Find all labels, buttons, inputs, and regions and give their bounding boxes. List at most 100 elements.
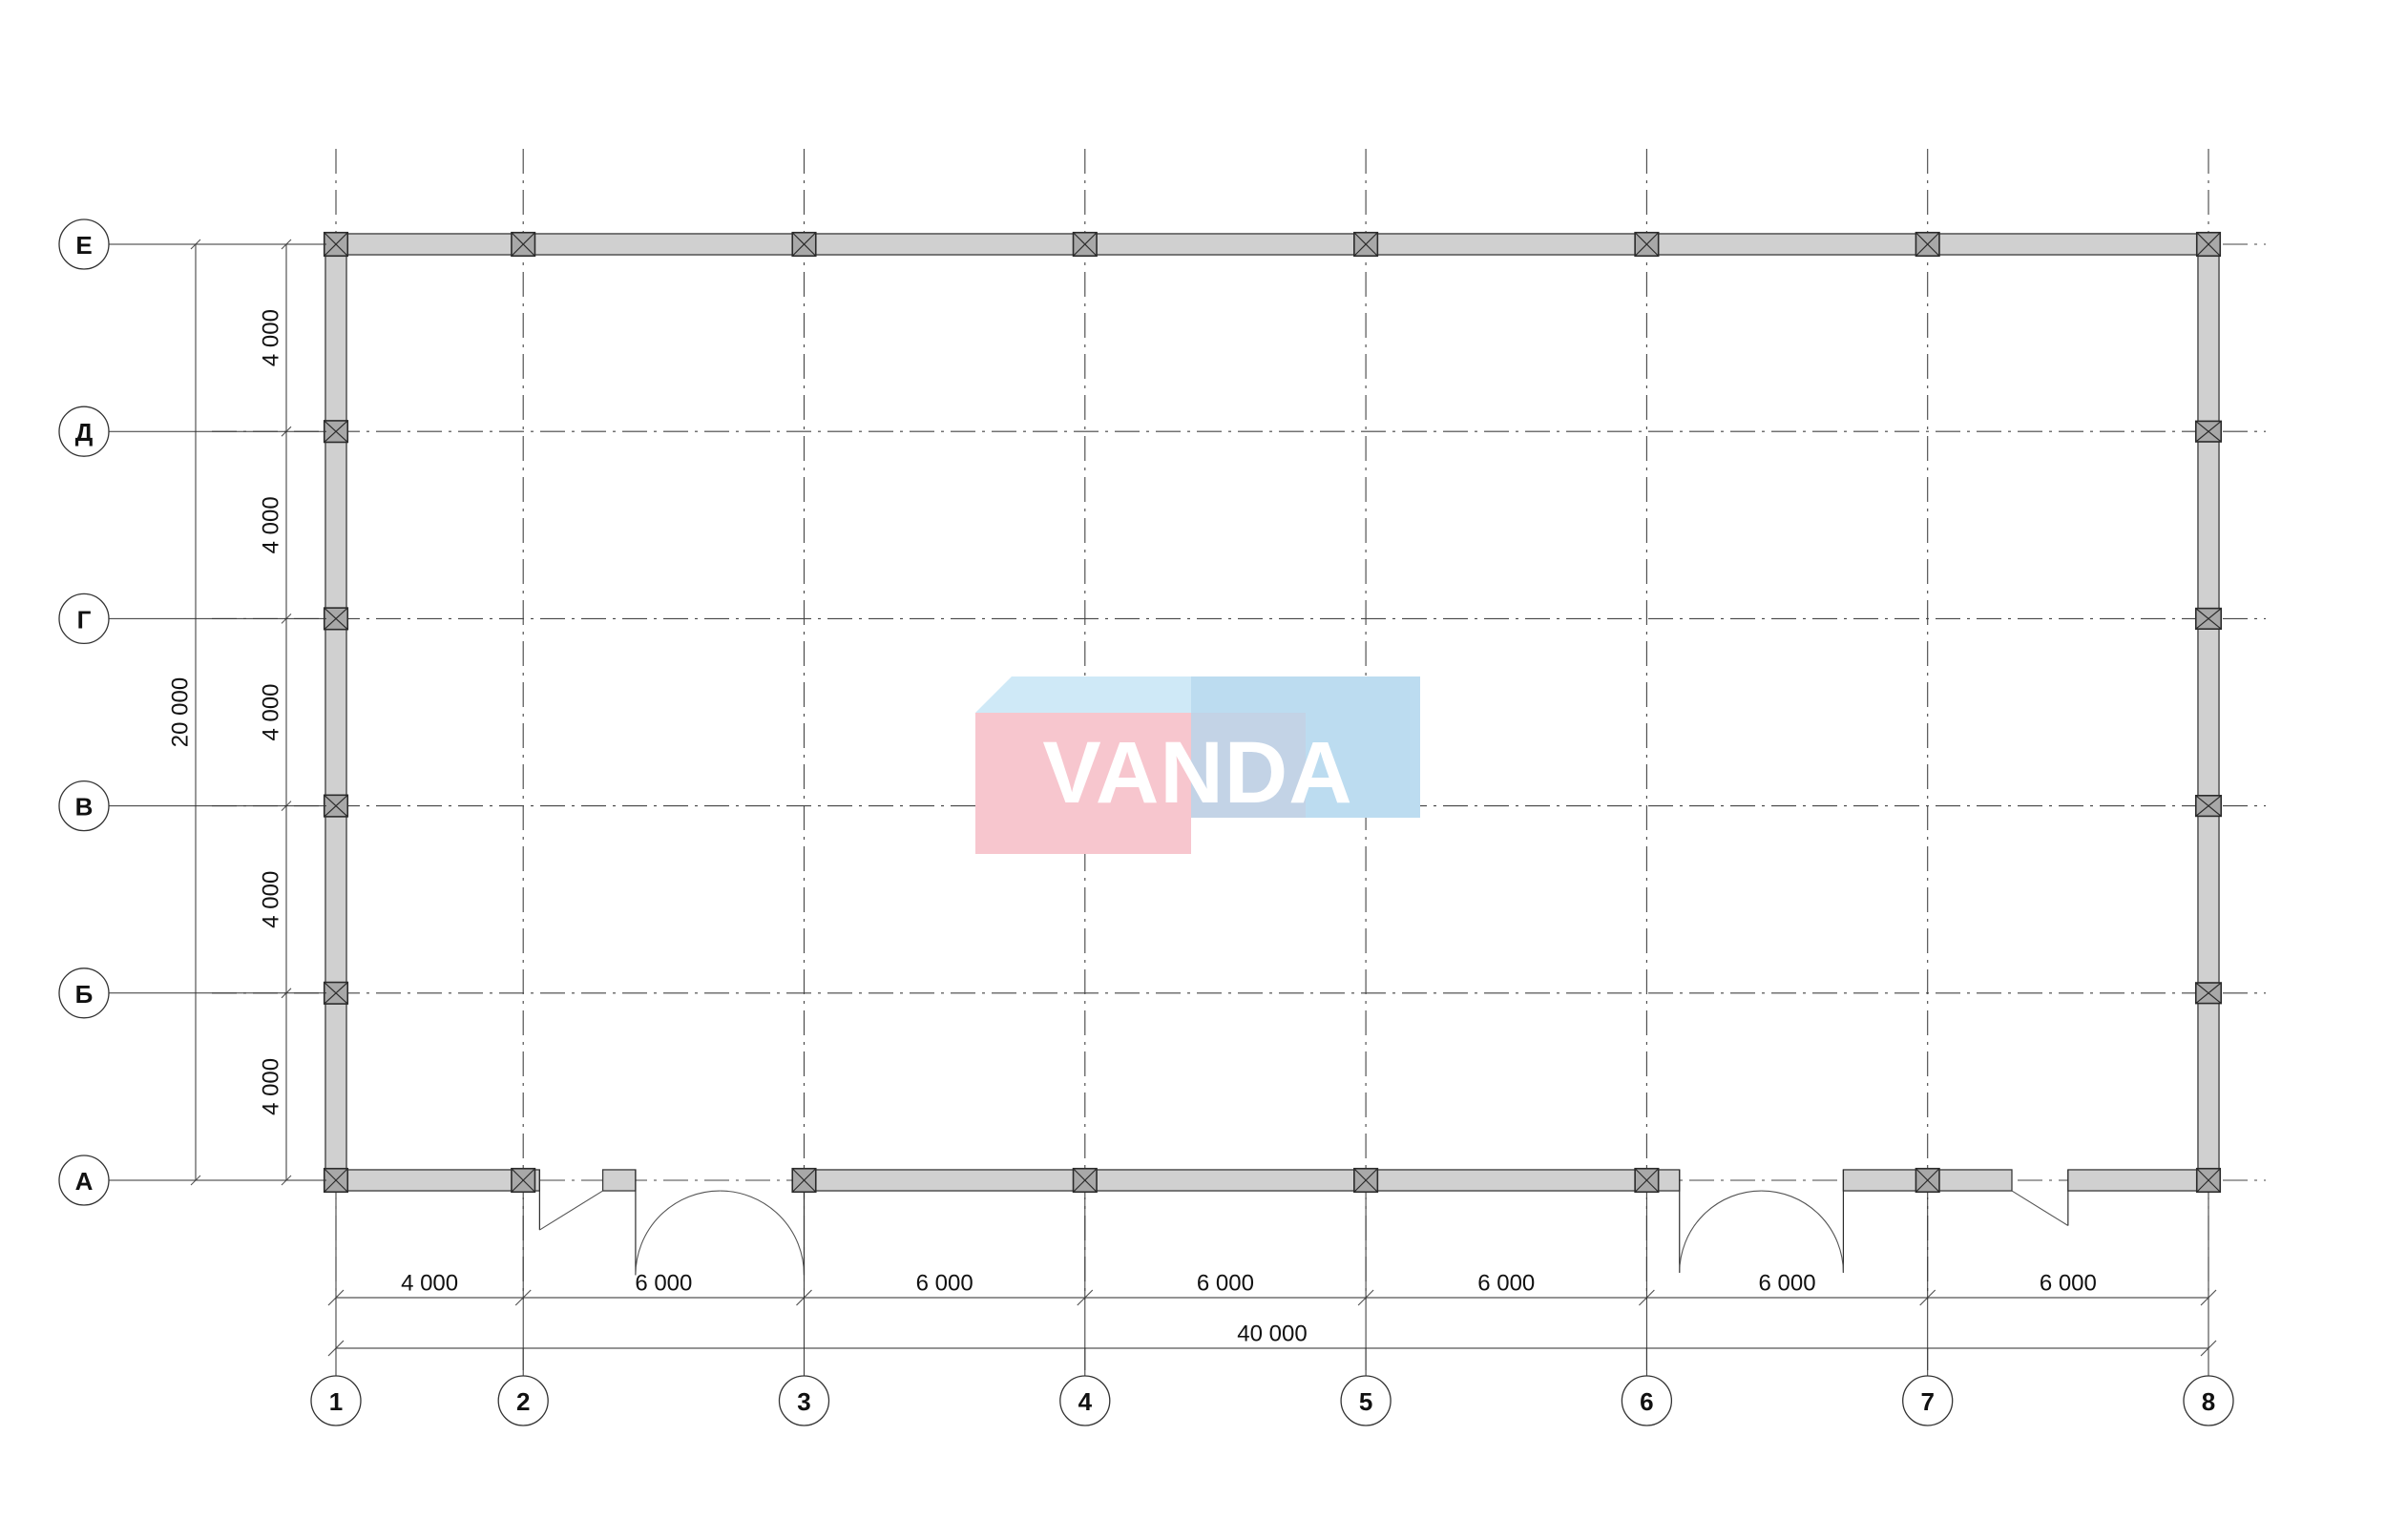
grid-bubble-1[interactable]: 1: [310, 1348, 362, 1426]
column-E-6: [1634, 231, 1660, 258]
grid-bubble-3[interactable]: 3: [778, 1348, 830, 1426]
bubble-label: 7: [1920, 1387, 1934, 1416]
bubble-circle: [58, 1155, 110, 1206]
column-diagonal-b: [1915, 232, 1940, 257]
bubble-circle: [310, 1375, 362, 1426]
bubble-label: Е: [75, 231, 92, 260]
column-axis8-В: [2194, 795, 2223, 818]
bubble-circle: [497, 1375, 549, 1426]
bubble-label: 2: [516, 1387, 530, 1416]
grid-bubble-2[interactable]: 2: [497, 1348, 549, 1426]
bubble-circle: [58, 219, 110, 270]
dimension-text: 20 000: [168, 677, 194, 747]
grid-bubble-8[interactable]: 8: [2183, 1348, 2234, 1426]
column-E-8: [2195, 231, 2222, 258]
column-diagonal-b: [1353, 1168, 1378, 1193]
watermark-text: VANDA: [1042, 724, 1352, 822]
column-diagonal-b: [2196, 232, 2221, 257]
column-A-4: [1072, 1167, 1098, 1194]
column-diagonal-b: [1634, 232, 1660, 257]
dimension-text: 6 000: [2040, 1271, 2097, 1297]
bubble-label: 8: [2202, 1387, 2215, 1416]
bubble-label: Б: [75, 980, 94, 1009]
column-axis8-Б: [2194, 982, 2223, 1005]
dimension-text: 4 000: [259, 309, 284, 366]
column-A-6: [1634, 1167, 1660, 1194]
watermark-blue-top-bevel: [975, 676, 1227, 713]
column-diagonal-b: [324, 794, 348, 818]
column-A-7: [1915, 1167, 1940, 1194]
bubble-label: 3: [797, 1387, 810, 1416]
door-swing-arc-right: [720, 1190, 806, 1276]
bubble-circle: [58, 406, 110, 457]
grid-bubble-5[interactable]: 5: [1340, 1348, 1392, 1426]
bubble-circle: [58, 968, 110, 1019]
bubble-circle: [778, 1375, 830, 1426]
grid-bubble-Д[interactable]: Д: [58, 406, 181, 457]
dimension-text: 4 000: [259, 1058, 284, 1115]
dimension-text: 6 000: [635, 1271, 692, 1297]
column-A-2: [511, 1167, 536, 1194]
bubble-circle: [1059, 1375, 1111, 1426]
column-diagonal-b: [324, 607, 348, 631]
bubble-label: Г: [77, 605, 92, 634]
wall-bottom-segment-2: [601, 1169, 637, 1192]
grid-bubble-Е[interactable]: Е: [58, 219, 181, 270]
column-E-3: [791, 231, 817, 258]
column-diagonal-b: [1073, 1168, 1098, 1193]
grid-bubble-А[interactable]: А: [58, 1155, 181, 1206]
column-diagonal-b: [2196, 1168, 2221, 1193]
wall-bottom-segment-1: [324, 1169, 541, 1192]
column-A-3: [791, 1167, 817, 1194]
dimension-text: 4 000: [259, 871, 284, 928]
column-E-7: [1915, 231, 1940, 258]
column-diagonal-b: [1073, 232, 1098, 257]
column-diagonal-b: [511, 1168, 535, 1193]
column-diagonal-b: [511, 232, 535, 257]
column-A-1: [323, 1167, 349, 1194]
column-axis8-Г: [2194, 607, 2223, 630]
watermark-blue-bottom-bevel: [1191, 749, 1420, 818]
column-diagonal-b: [1634, 1168, 1660, 1193]
walls-layer: [324, 233, 2220, 1192]
column-axis8-Д: [2194, 420, 2223, 443]
bubble-circle: [1621, 1375, 1673, 1426]
bubble-label: 4: [1078, 1387, 1093, 1416]
grid-bubble-6[interactable]: 6: [1621, 1348, 1673, 1426]
grid-bubble-4[interactable]: 4: [1059, 1348, 1111, 1426]
door-single-1: [538, 1169, 603, 1231]
bubble-label: 1: [329, 1387, 343, 1416]
watermark-overlap-block: [1191, 713, 1306, 818]
dimension-chains-layer: 4 000 6 000 6 000 6 000 6 000 6 000 6 000 40 00…: [168, 239, 2217, 1370]
dimension-text: 6 000: [1197, 1271, 1254, 1297]
dimension-chain-vertical-spans: 4 000 4 000 4 000 4 000 4 000: [259, 239, 292, 1186]
dimension-text: 6 000: [1759, 1271, 1816, 1297]
column-diagonal-b: [2195, 982, 2222, 1005]
grid-bubble-7[interactable]: 7: [1902, 1348, 1954, 1426]
door-swing-arc-left: [635, 1190, 721, 1276]
dimension-text: 4 000: [259, 496, 284, 553]
grid-bubble-Г[interactable]: Г: [58, 593, 181, 645]
column-diagonal-b: [1915, 1168, 1940, 1193]
column-diagonal-b: [2195, 420, 2222, 443]
grid-bubble-Б[interactable]: Б: [58, 968, 181, 1019]
bubble-label: 5: [1359, 1387, 1372, 1416]
vanda-watermark: VANDA: [975, 676, 1420, 854]
column-axis1-Г: [323, 607, 349, 631]
dimension-text: 6 000: [916, 1271, 973, 1297]
door-swing-arc: [539, 1190, 603, 1231]
dimension-chain-horizontal-total: 40 000: [327, 1321, 2217, 1357]
bubble-label: А: [75, 1167, 94, 1196]
door-double-2: [635, 1169, 806, 1276]
door-single-4: [2011, 1169, 2069, 1226]
door-double-3: [1679, 1169, 1845, 1273]
column-diagonal-b: [1353, 232, 1378, 257]
dimension-chain-vertical-total: 20 000: [168, 239, 201, 1186]
bubble-label: Д: [75, 418, 94, 447]
column-axis1-В: [323, 794, 349, 818]
grid-bubble-В[interactable]: В: [58, 780, 181, 832]
dimension-text: 6 000: [1477, 1271, 1535, 1297]
column-A-5: [1353, 1167, 1379, 1194]
